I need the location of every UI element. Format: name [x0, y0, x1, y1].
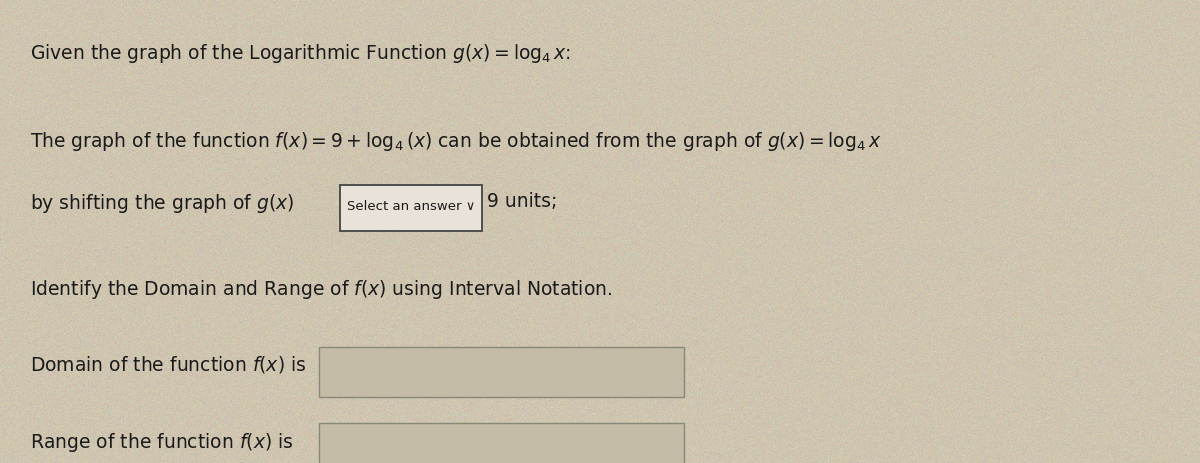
Text: by shifting the graph of $g(x)$: by shifting the graph of $g(x)$	[30, 192, 294, 215]
Text: Identify the Domain and Range of $f(x)$ using Interval Notation.: Identify the Domain and Range of $f(x)$ …	[30, 278, 612, 301]
FancyBboxPatch shape	[340, 186, 482, 232]
Text: Given the graph of the Logarithmic Function $g(x) = \log_4 x$:: Given the graph of the Logarithmic Funct…	[30, 42, 571, 65]
FancyBboxPatch shape	[319, 423, 684, 463]
FancyBboxPatch shape	[319, 346, 684, 397]
Text: Select an answer: Select an answer	[347, 200, 461, 213]
Text: Range of the function $f(x)$ is: Range of the function $f(x)$ is	[30, 431, 294, 454]
Text: ∨: ∨	[466, 200, 475, 213]
Text: Domain of the function $f(x)$ is: Domain of the function $f(x)$ is	[30, 354, 306, 375]
Text: The graph of the function $f(x) = 9 + \log_4(x)$ can be obtained from the graph : The graph of the function $f(x) = 9 + \l…	[30, 130, 882, 153]
Text: 9 units;: 9 units;	[487, 192, 558, 211]
